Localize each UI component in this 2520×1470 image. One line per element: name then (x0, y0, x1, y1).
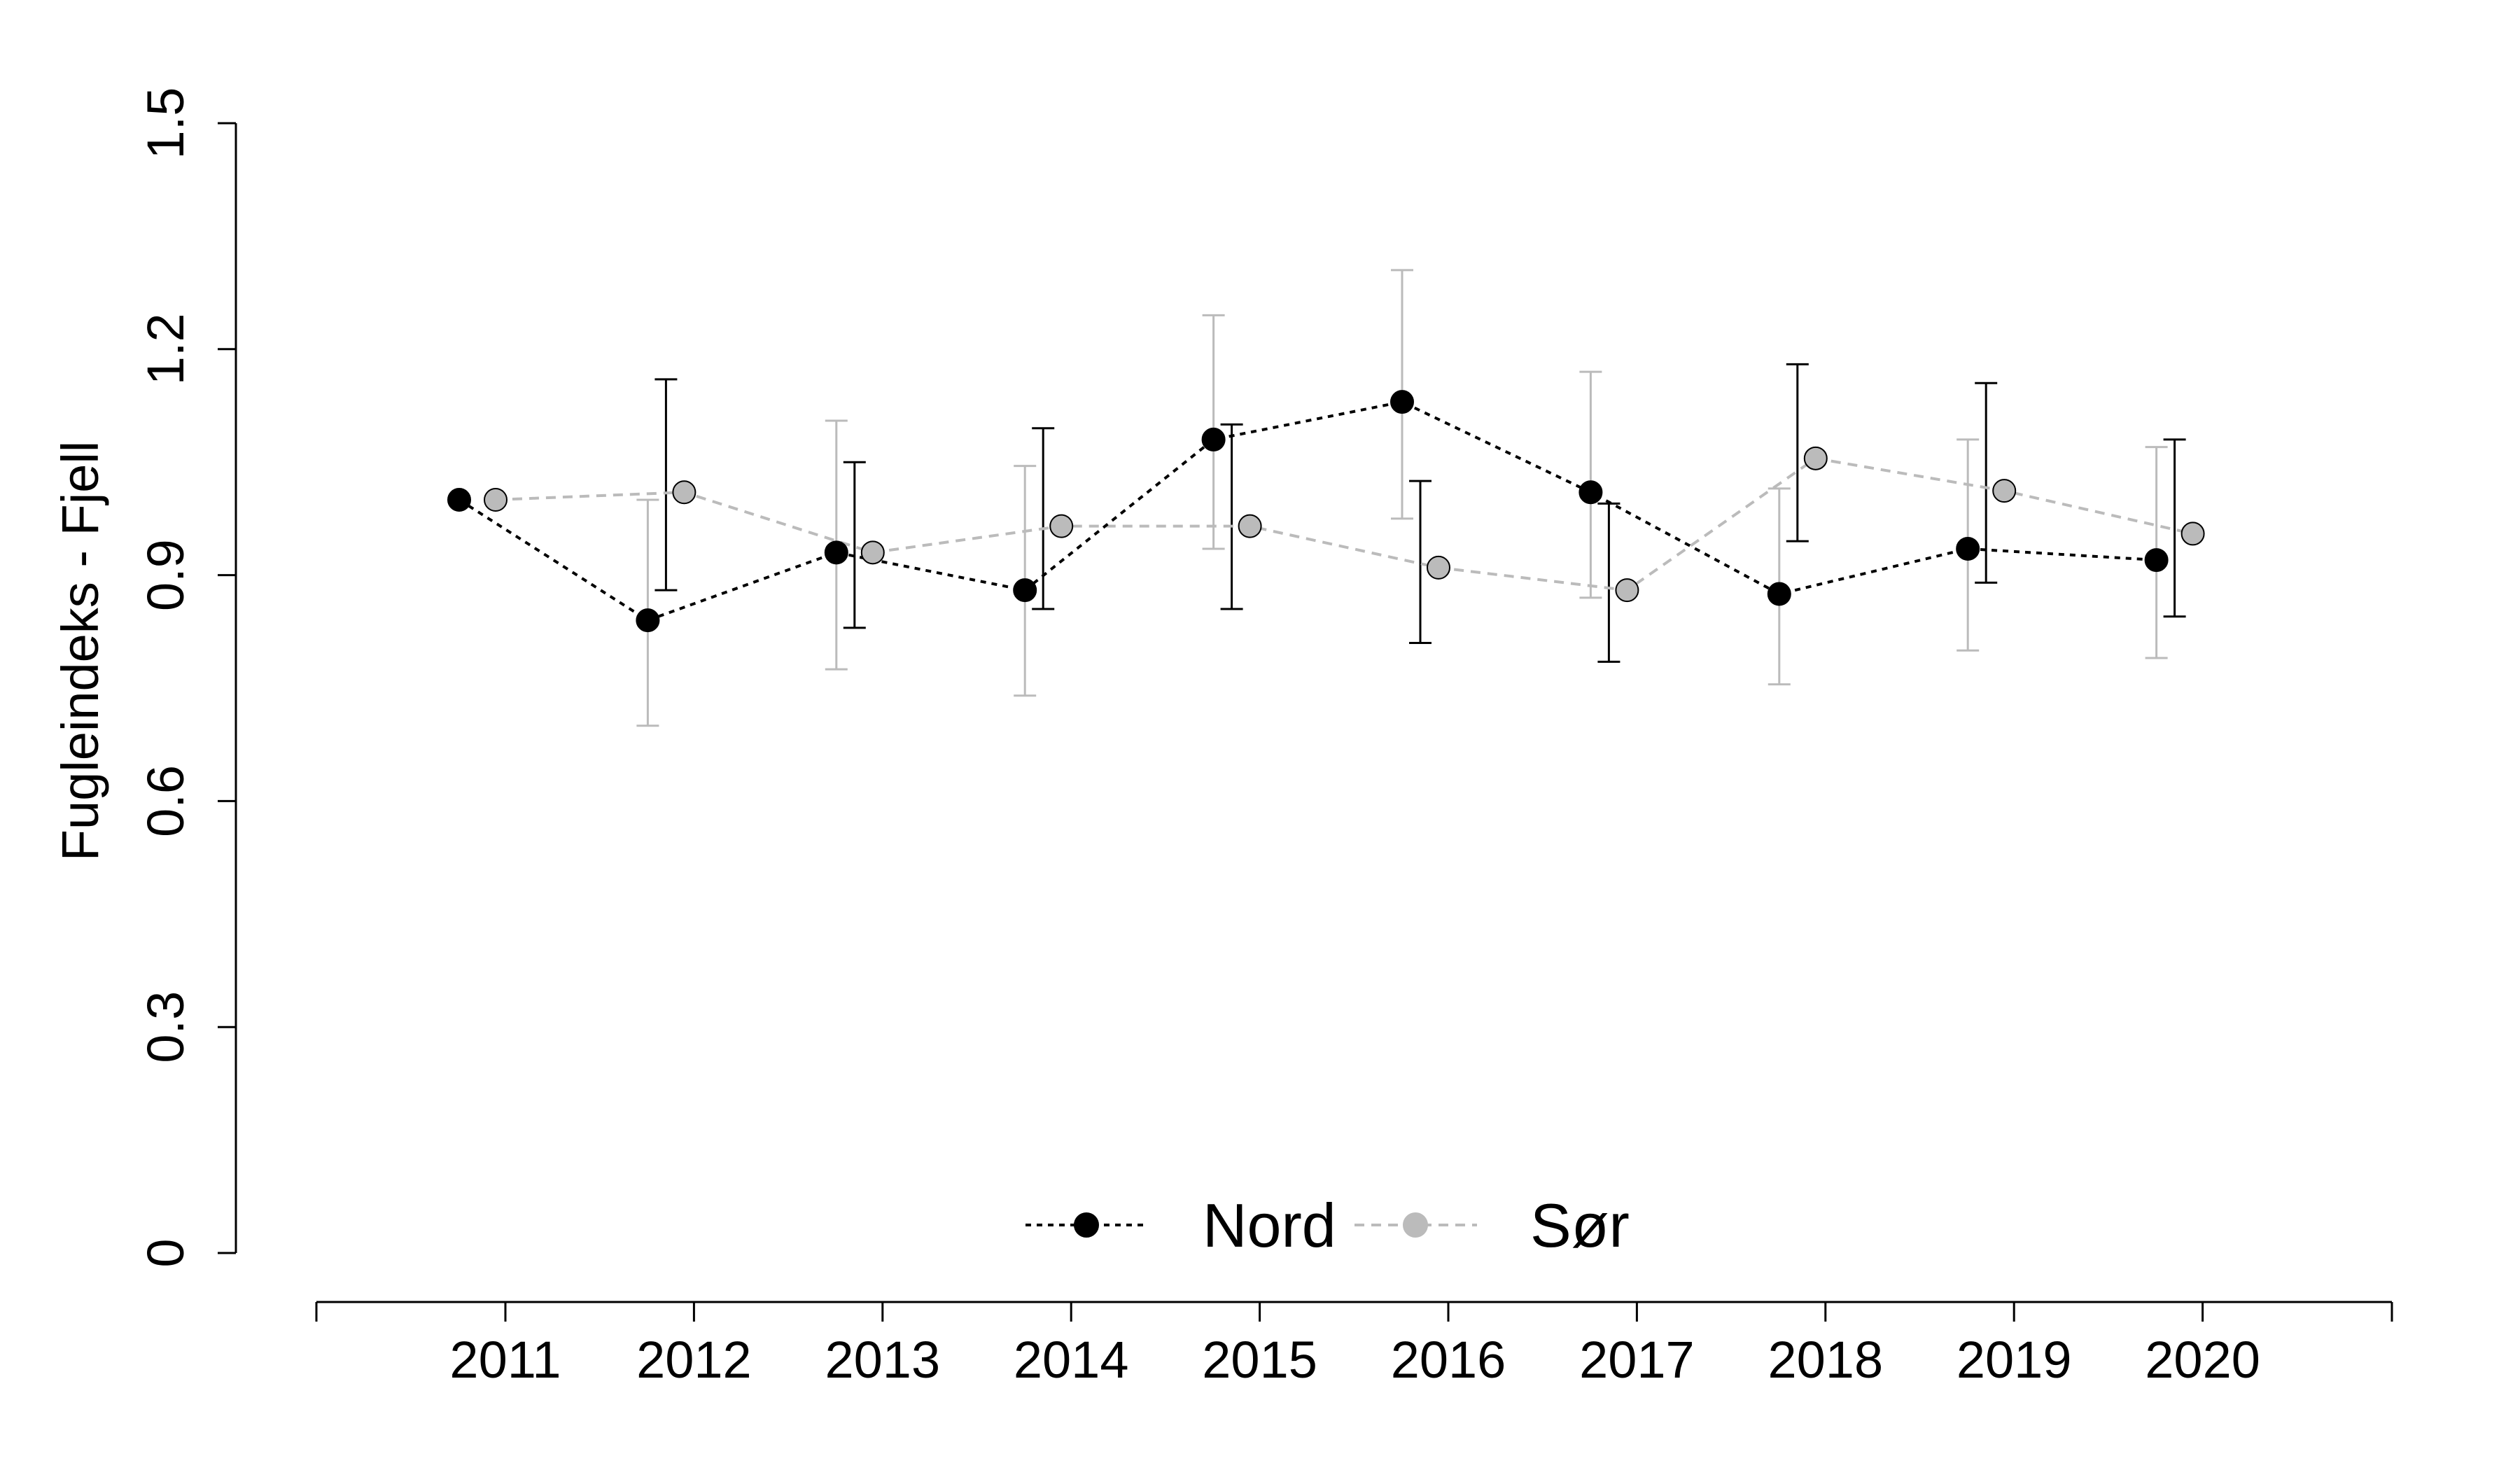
y-tick-label: 1.5 (136, 88, 195, 160)
point-nord (1956, 536, 1980, 561)
error-bars (636, 269, 2186, 727)
x-tick-label: 2016 (1391, 1331, 1506, 1389)
x-tick-label: 2020 (2145, 1331, 2260, 1389)
series-lines (458, 400, 2194, 622)
point-sor (484, 488, 507, 512)
y-tick-label: 0.9 (136, 539, 195, 611)
point-sor (1992, 479, 2017, 503)
x-tick-label: 2011 (449, 1331, 561, 1389)
point-sor (2180, 522, 2205, 546)
point-sor (1615, 578, 1639, 603)
x-tick-label: 2013 (825, 1331, 940, 1389)
y-tick-label: 1.2 (136, 313, 195, 385)
series-line-nord (458, 400, 2157, 622)
point-nord (447, 488, 471, 512)
x-tick-label: 2017 (1579, 1331, 1695, 1389)
point-nord (2144, 548, 2169, 573)
x-tick-label: 2012 (636, 1331, 752, 1389)
y-axis-title: Fugleindeks - Fjell (51, 441, 109, 861)
x-tick-label: 2019 (1956, 1331, 2072, 1389)
point-nord (1578, 480, 1603, 505)
point-sor (1238, 514, 1262, 538)
point-sor (1803, 446, 1828, 470)
x-tick-label: 2014 (1014, 1331, 1129, 1389)
point-nord (1390, 390, 1414, 414)
y-axis: 0 0.3 0.6 0.9 1.2 1.5 (136, 88, 237, 1268)
y-tick-label: 0 (136, 1238, 195, 1267)
x-axis: 2011 2012 2013 2014 2015 2016 2017 2018 2019 2020 (315, 1301, 2393, 1389)
legend-label-nord: Nord (1203, 1191, 1336, 1260)
point-sor (672, 480, 696, 505)
series-points (447, 390, 2205, 633)
point-nord (1767, 582, 1791, 606)
y-tick-label: 0.6 (136, 765, 195, 837)
point-nord (1013, 578, 1037, 603)
legend-marker-nord (1074, 1212, 1099, 1238)
point-nord (1201, 427, 1226, 451)
point-sor (860, 540, 885, 565)
series-line-sør (495, 456, 2194, 592)
point-nord (636, 608, 660, 633)
point-sor (1427, 555, 1450, 580)
legend: Nord Sør (1026, 1191, 1630, 1260)
legend-marker-sor (1403, 1212, 1428, 1238)
x-tick-label: 2015 (1202, 1331, 1317, 1389)
legend-label-sor: Sør (1530, 1191, 1630, 1260)
point-nord (824, 540, 848, 565)
point-sor (1049, 514, 1074, 538)
x-tick-label: 2018 (1768, 1331, 1883, 1389)
y-tick-label: 0.3 (136, 991, 195, 1063)
